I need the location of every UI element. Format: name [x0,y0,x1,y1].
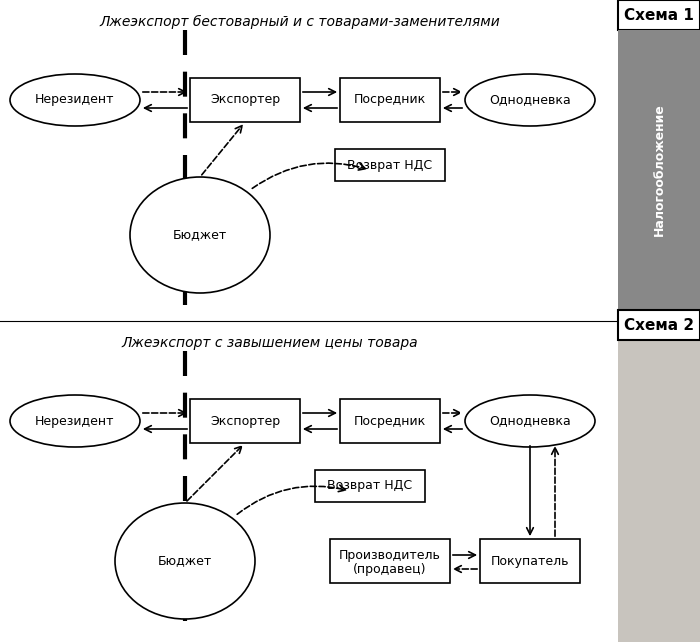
Text: Схема 2: Схема 2 [624,318,694,333]
Bar [618,30,700,310]
Text: Экспортер: Экспортер [210,94,280,107]
Bar [480,539,580,583]
Ellipse shape [130,177,270,293]
Bar [315,470,425,502]
Text: Посредник: Посредник [354,415,426,428]
Text: Возврат НДС: Возврат НДС [328,480,412,492]
Text: Нерезидент: Нерезидент [35,94,115,107]
Bar [330,539,450,583]
Ellipse shape [10,74,140,126]
Bar [0,0,618,642]
Text: Посредник: Посредник [354,94,426,107]
Ellipse shape [115,503,255,619]
Text: Бюджет: Бюджет [173,229,227,241]
Bar [340,78,440,122]
Bar [335,149,445,181]
Text: Возврат НДС: Возврат НДС [347,159,433,171]
Bar [618,310,700,340]
Ellipse shape [465,74,595,126]
Ellipse shape [465,395,595,447]
Text: Покупатель: Покупатель [491,555,569,568]
Text: (продавец): (продавец) [354,562,427,575]
Bar [618,0,700,642]
Text: Бюджет: Бюджет [158,555,212,568]
Text: Экспортер: Экспортер [210,415,280,428]
Bar [190,399,300,443]
Text: Лжеэкспорт бестоварный и с товарами-заменителями: Лжеэкспорт бестоварный и с товарами-заме… [99,15,500,29]
Text: Производитель: Производитель [339,550,441,562]
Bar [618,0,700,30]
Text: Схема 1: Схема 1 [624,8,694,22]
Text: Однодневка: Однодневка [489,94,571,107]
Text: Налогообложение: Налогообложение [652,103,666,236]
Ellipse shape [10,395,140,447]
Bar [190,78,300,122]
Text: Однодневка: Однодневка [489,415,571,428]
Text: Нерезидент: Нерезидент [35,415,115,428]
Text: Лжеэкспорт с завышением цены товара: Лжеэкспорт с завышением цены товара [122,336,419,350]
Bar [340,399,440,443]
